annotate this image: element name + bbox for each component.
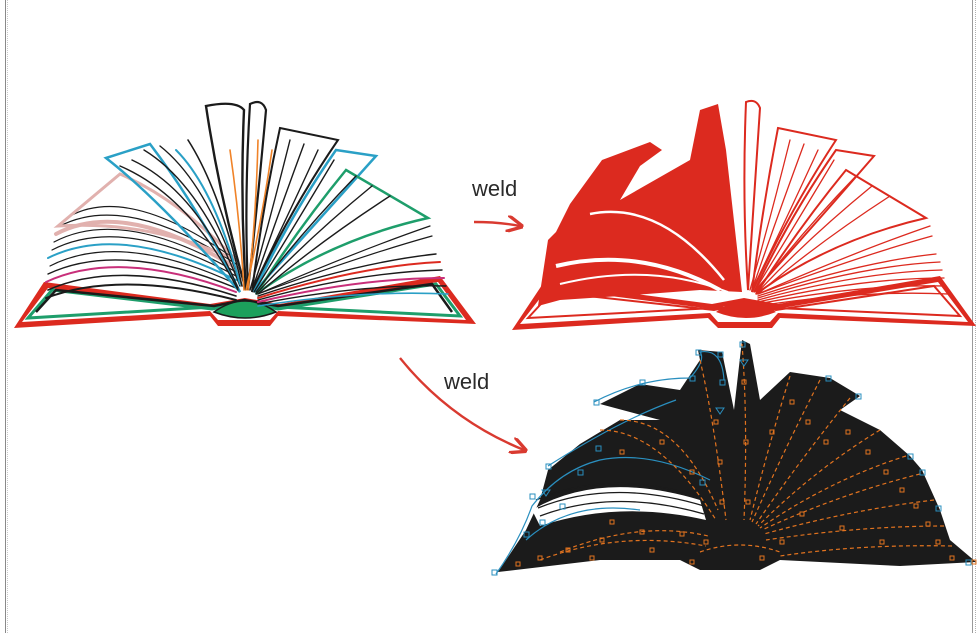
source-book-icon	[14, 100, 476, 328]
weld-label-top: weld	[471, 176, 517, 201]
page-border-left	[5, 0, 6, 633]
weld-label-bottom: weld	[443, 369, 489, 394]
page-guide-left	[7, 0, 9, 633]
weld-arrow-bottom: weld	[399, 357, 524, 450]
weld-arrow-top: weld	[471, 176, 520, 226]
result-book-icon	[512, 99, 976, 330]
page-border-right	[972, 0, 973, 633]
result-welded-mass	[538, 104, 742, 306]
page-guide-right	[975, 0, 977, 633]
node-book-icon	[491, 340, 977, 576]
